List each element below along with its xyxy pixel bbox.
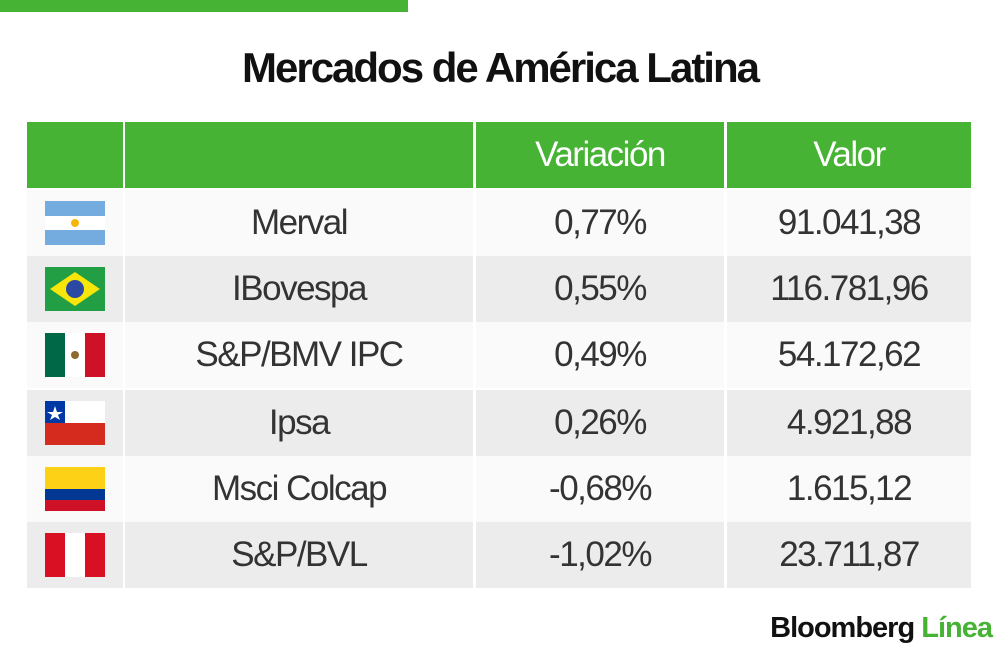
value: 91.041,38 (727, 190, 971, 256)
value: 116.781,96 (727, 256, 971, 322)
variation: 0,77% (476, 190, 724, 256)
flag-cell (27, 522, 123, 588)
flag-cell (27, 322, 123, 388)
header-cell (27, 122, 123, 188)
variation: 0,49% (476, 322, 724, 388)
index-name: Ipsa (125, 390, 473, 456)
flag (45, 467, 105, 511)
index-name: Merval (125, 190, 473, 256)
index-name: IBovespa (125, 256, 473, 322)
flag-cell (27, 456, 123, 522)
index-name: S&P/BVL (125, 522, 473, 588)
header-cell (125, 122, 473, 188)
flag (45, 533, 105, 577)
variation: -0,68% (476, 456, 724, 522)
brand: Bloomberg Línea (770, 612, 993, 645)
flag-cell (27, 390, 123, 456)
variation: -1,02% (476, 522, 724, 588)
value: 23.711,87 (727, 522, 971, 588)
flag (45, 267, 105, 311)
header-cell: Valor (727, 122, 971, 188)
brand-sub: Línea (921, 612, 993, 644)
index-name: Msci Colcap (125, 456, 473, 522)
flag (45, 201, 105, 245)
index-name: S&P/BMV IPC (125, 322, 473, 388)
title: Mercados de América Latina (242, 44, 760, 91)
variation: 0,55% (476, 256, 724, 322)
flag-cell (27, 256, 123, 322)
value: 4.921,88 (727, 390, 971, 456)
value: 1.615,12 (727, 456, 971, 522)
value: 54.172,62 (727, 322, 971, 388)
variation: 0,26% (476, 390, 724, 456)
flag (45, 401, 105, 445)
flag (45, 333, 105, 377)
header-cell: Variación (476, 122, 724, 188)
top-bar (0, 0, 408, 12)
flag-cell (27, 190, 123, 256)
brand-name: Bloomberg (770, 612, 915, 644)
